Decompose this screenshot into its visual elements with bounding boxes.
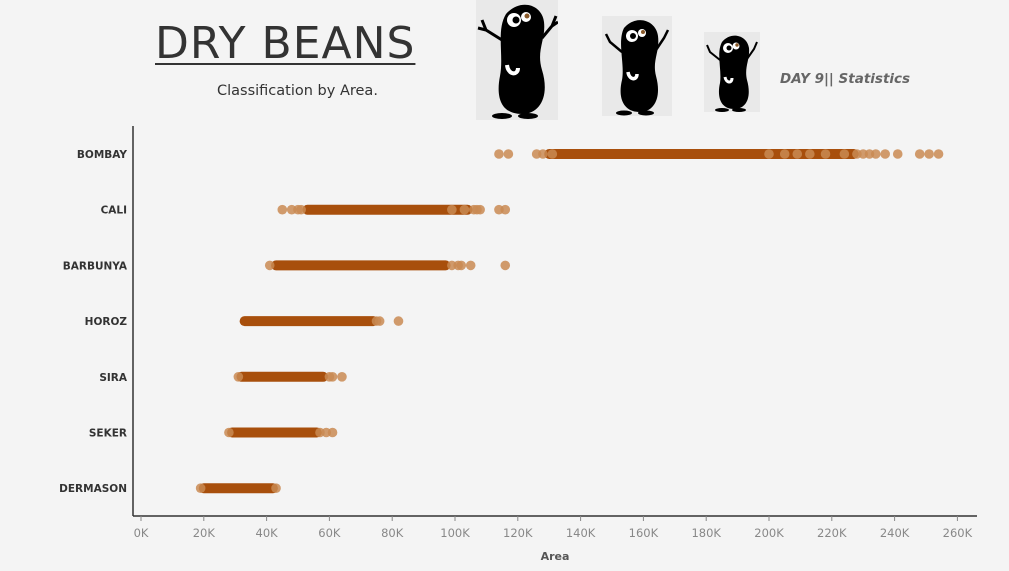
- x-tick-label: 240K: [880, 526, 910, 540]
- y-axis-labels: BOMBAY CALI BARBUNYA HOROZ SIRA SEKER DERMASON: [59, 149, 128, 495]
- series-dermason: [195, 483, 281, 494]
- series-horoz: [239, 316, 404, 327]
- x-tick-label: 0K: [134, 526, 149, 540]
- y-tick-label: SEKER: [89, 428, 127, 440]
- data-point: [327, 427, 338, 438]
- bean-mascot-icon: [476, 0, 558, 120]
- data-point: [459, 204, 470, 215]
- data-point: [337, 372, 347, 382]
- data-point: [447, 204, 457, 215]
- series-sira: [233, 371, 347, 382]
- page-subtitle: Classification by Area.: [217, 83, 378, 99]
- data-point: [264, 260, 275, 271]
- data-point: [914, 149, 925, 159]
- y-tick-label: CALI: [101, 205, 127, 217]
- data-point: [494, 149, 504, 159]
- data-point: [503, 149, 514, 159]
- data-point: [764, 149, 774, 159]
- data-point: [820, 149, 831, 159]
- chart-marks: [195, 149, 944, 494]
- y-tick-label: BOMBAY: [77, 149, 128, 161]
- data-point: [224, 427, 234, 438]
- data-point: [374, 316, 385, 326]
- data-point: [880, 149, 890, 159]
- y-tick-label: HOROZ: [85, 316, 128, 328]
- series-bombay: [494, 149, 944, 159]
- x-axis-ticks: 0K 20K 40K 60K 80K 100K 120K 140K 160K 180K 200K 22…: [134, 516, 973, 540]
- data-point: [327, 372, 338, 382]
- data-point: [277, 204, 288, 215]
- data-point: [779, 149, 790, 159]
- x-tick-label: 100K: [440, 526, 470, 540]
- x-tick-label: 260K: [943, 526, 973, 540]
- data-point: [933, 149, 944, 159]
- data-point: [500, 260, 511, 271]
- x-tick-label: 120K: [503, 526, 533, 540]
- series-seker: [224, 427, 338, 438]
- data-point: [792, 149, 803, 159]
- data-point: [547, 149, 558, 159]
- data-point: [839, 149, 850, 159]
- data-point: [456, 260, 467, 271]
- data-point: [500, 204, 511, 215]
- data-point: [465, 260, 476, 271]
- data-point: [870, 149, 881, 159]
- x-tick-label: 60K: [318, 526, 341, 540]
- x-tick-label: 20K: [193, 526, 216, 540]
- bean-mascot-icon: [704, 32, 760, 112]
- data-point: [195, 483, 206, 494]
- x-tick-label: 140K: [566, 526, 596, 540]
- data-point: [892, 149, 903, 159]
- y-tick-label: SIRA: [99, 372, 128, 384]
- bean-mascot-icon: [602, 16, 672, 116]
- x-tick-label: 160K: [629, 526, 659, 540]
- data-point: [393, 316, 404, 326]
- x-tick-label: 200K: [754, 526, 784, 540]
- day-label: DAY 9|| Statistics: [780, 71, 911, 87]
- x-tick-label: 180K: [691, 526, 721, 540]
- y-tick-label: DERMASON: [59, 483, 127, 495]
- data-point: [296, 204, 306, 215]
- series-cali: [277, 204, 511, 215]
- series-barbunya: [264, 260, 511, 271]
- data-point: [271, 483, 281, 494]
- data-point: [233, 372, 244, 382]
- data-point: [475, 204, 485, 215]
- x-tick-label: 220K: [817, 526, 847, 540]
- page-title: DRY BEANS: [155, 18, 416, 69]
- x-tick-label: 80K: [381, 526, 404, 540]
- x-axis-title: Area: [541, 550, 570, 563]
- x-tick-label: 40K: [256, 526, 279, 540]
- y-tick-label: BARBUNYA: [63, 260, 128, 272]
- data-point: [538, 149, 548, 159]
- data-point: [924, 149, 934, 159]
- data-point: [805, 149, 815, 159]
